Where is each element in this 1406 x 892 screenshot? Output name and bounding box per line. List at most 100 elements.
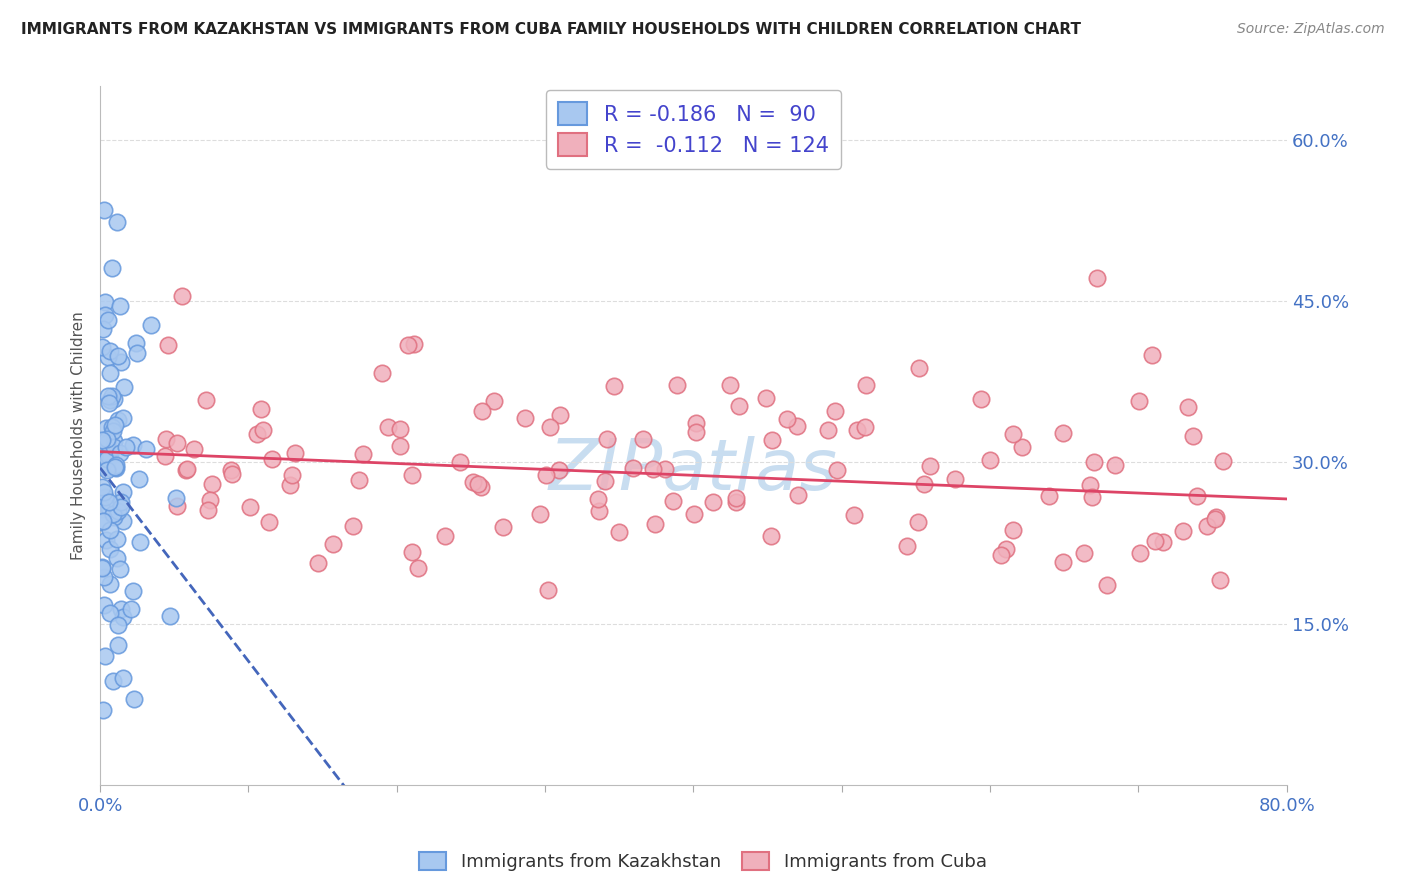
Point <box>284 446 307 460</box>
Point <box>156 338 179 352</box>
Point <box>484 393 506 408</box>
Point <box>307 556 329 570</box>
Point <box>94 533 117 547</box>
Point <box>728 399 751 413</box>
Point <box>105 533 128 547</box>
Point <box>155 449 177 463</box>
Point <box>491 519 513 533</box>
Point <box>97 448 120 462</box>
Point <box>536 467 558 482</box>
Point <box>166 499 188 513</box>
Point <box>98 494 121 508</box>
Point <box>101 260 124 275</box>
Point <box>685 425 707 439</box>
Point <box>1209 574 1232 588</box>
Legend: R = -0.186   N =  90, R =  -0.112   N = 124: R = -0.186 N = 90, R = -0.112 N = 124 <box>546 90 841 169</box>
Point <box>98 500 121 515</box>
Point <box>114 440 136 454</box>
Point <box>111 671 134 685</box>
Point <box>1204 511 1226 525</box>
Point <box>449 455 471 469</box>
Point <box>98 577 121 591</box>
Point <box>257 515 280 529</box>
Point <box>943 472 966 486</box>
Point <box>513 410 536 425</box>
Point <box>970 392 993 406</box>
Point <box>176 463 198 477</box>
Point <box>621 461 644 475</box>
Point <box>91 322 114 336</box>
Point <box>122 438 145 452</box>
Point <box>219 463 242 477</box>
Point <box>96 461 118 475</box>
Point <box>221 467 243 482</box>
Point <box>377 420 399 434</box>
Point <box>824 404 846 418</box>
Point <box>112 380 135 394</box>
Point <box>907 515 929 529</box>
Point <box>103 434 125 448</box>
Point <box>103 441 125 455</box>
Point <box>96 462 118 476</box>
Point <box>98 606 121 620</box>
Point <box>159 609 181 624</box>
Point <box>104 417 127 432</box>
Point <box>96 432 118 446</box>
Point <box>825 463 848 477</box>
Point <box>644 517 666 532</box>
Point <box>120 602 142 616</box>
Point <box>593 474 616 488</box>
Point <box>141 318 163 332</box>
Point <box>96 436 118 450</box>
Point <box>155 432 177 446</box>
Point <box>761 433 783 447</box>
Point <box>90 501 112 516</box>
Point <box>166 435 188 450</box>
Point <box>98 541 121 556</box>
Point <box>103 510 125 524</box>
Point <box>401 544 423 558</box>
Point <box>855 377 877 392</box>
Point <box>1173 524 1195 538</box>
Point <box>111 485 134 500</box>
Point <box>90 434 112 448</box>
Point <box>108 446 131 460</box>
Point <box>98 367 121 381</box>
Point <box>1038 489 1060 503</box>
Point <box>90 341 112 355</box>
Point <box>607 525 630 540</box>
Point <box>107 350 129 364</box>
Point <box>401 467 423 482</box>
Point <box>110 299 132 313</box>
Point <box>125 335 148 350</box>
Point <box>165 491 187 506</box>
Point <box>1083 455 1105 469</box>
Point <box>654 461 676 475</box>
Point <box>93 202 115 217</box>
Point <box>548 408 571 422</box>
Point <box>990 548 1012 562</box>
Point <box>1097 578 1119 592</box>
Point <box>406 560 429 574</box>
Point <box>347 473 370 487</box>
Point <box>586 491 609 506</box>
Point <box>197 502 219 516</box>
Point <box>94 490 117 504</box>
Point <box>718 377 741 392</box>
Point <box>595 432 617 446</box>
Point <box>110 601 132 615</box>
Point <box>100 450 122 465</box>
Point <box>176 462 198 476</box>
Point <box>96 452 118 467</box>
Point <box>105 551 128 566</box>
Point <box>685 416 707 430</box>
Point <box>666 377 689 392</box>
Point <box>471 404 494 418</box>
Point <box>262 452 284 467</box>
Point <box>97 350 120 364</box>
Point <box>529 508 551 522</box>
Point <box>239 500 262 514</box>
Point <box>846 423 869 437</box>
Point <box>1052 426 1074 441</box>
Point <box>786 488 808 502</box>
